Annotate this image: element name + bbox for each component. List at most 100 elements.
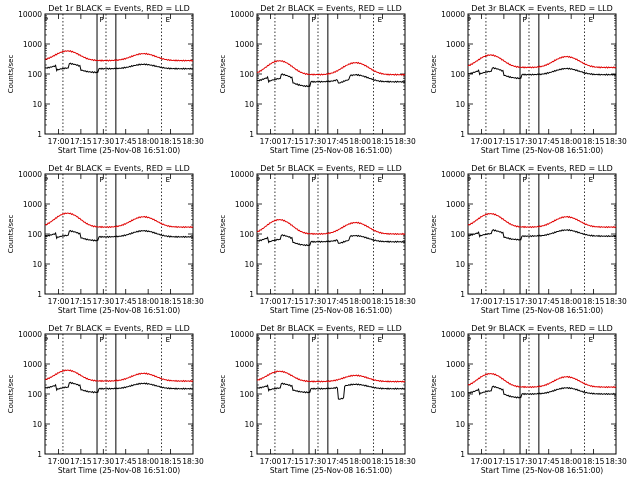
x-tick-label: 18:30 [605,137,627,146]
x-tick-label: 17:15 [493,137,515,146]
events-series-line [44,229,194,242]
y-tick-label: 1000 [235,360,254,369]
x-tick-label: 17:30 [515,137,537,146]
y-tick-label: 10000 [441,170,465,179]
y-tick-label: 10000 [18,330,42,339]
x-tick-label: 17:30 [515,457,537,466]
x-tick-label: 17:00 [471,457,493,466]
detector-panel: Det 9r BLACK = Events, RED = LLD 1 10 100 10… [430,324,627,475]
detector-panel: Det 5r BLACK = Events, RED = LLD 1 10 100 10… [219,164,416,315]
x-tick-label: 18:00 [560,297,582,306]
y-tick-label: 100 [240,390,255,399]
x-tick-label: 17:00 [471,137,493,146]
y-axis-label: Counts/sec [219,375,227,414]
y-tick-label: 10000 [230,330,254,339]
x-axis-label: Start Time (25-Nov-08 16:51:00) [270,146,392,155]
events-series-line [44,381,194,394]
panel-title: Det 3r BLACK = Events, RED = LLD [471,4,613,13]
lld-series-line [256,59,406,76]
y-tick-label: 100 [28,390,43,399]
x-tick-label: 17:15 [70,137,92,146]
flag-marker: P [522,16,526,24]
x-tick-label: 18:15 [372,457,394,466]
x-tick-label: 18:30 [182,137,204,146]
y-tick-label: 100 [451,390,466,399]
lld-series-line [44,212,194,229]
plot-frame [256,173,406,295]
x-tick-label: 17:45 [115,297,137,306]
x-axis-label: Start Time (25-Nov-08 16:51:00) [481,466,603,475]
y-tick-label: 10 [244,420,254,429]
x-tick-label: 18:30 [182,297,204,306]
x-axis-label: Start Time (25-Nov-08 16:51:00) [58,146,180,155]
flag-marker: P [256,336,260,344]
x-tick-label: 18:15 [160,137,182,146]
x-tick-label: 17:45 [327,297,349,306]
lld-series-line [256,218,406,236]
detector-panel: Det 8r BLACK = Events, RED = LLD 1 10 100 10… [219,324,416,475]
y-tick-label: 1 [460,130,465,139]
x-tick-label: 17:00 [48,137,70,146]
events-series-line [44,62,194,74]
detector-panel: Det 7r BLACK = Events, RED = LLD 1 10 100 10… [7,324,204,475]
y-axis-label: Counts/sec [7,215,15,254]
panel-title: Det 4r BLACK = Events, RED = LLD [48,164,190,173]
y-tick-label: 100 [240,70,255,79]
x-tick-label: 18:00 [137,457,159,466]
y-tick-label: 1000 [235,200,254,209]
x-tick-label: 18:15 [583,297,605,306]
x-tick-label: 17:15 [282,137,304,146]
flag-marker: E [378,176,382,184]
y-tick-label: 1000 [23,200,42,209]
flag-marker: P [256,16,260,24]
y-tick-label: 10000 [441,330,465,339]
y-tick-label: 100 [28,70,43,79]
panel-title: Det 1r BLACK = Events, RED = LLD [48,4,190,13]
x-tick-label: 17:15 [70,297,92,306]
x-tick-label: 18:15 [160,297,182,306]
y-tick-label: 1 [249,130,254,139]
x-tick-label: 17:15 [493,297,515,306]
y-tick-label: 100 [28,230,43,239]
x-tick-label: 17:45 [327,137,349,146]
x-tick-label: 17:30 [92,137,114,146]
flag-marker: P [467,16,471,24]
x-tick-label: 18:15 [583,137,605,146]
x-tick-label: 18:00 [349,137,371,146]
panel-title: Det 8r BLACK = Events, RED = LLD [260,324,402,333]
x-tick-label: 18:00 [349,457,371,466]
y-tick-label: 1000 [446,200,465,209]
x-axis-label: Start Time (25-Nov-08 16:51:00) [58,466,180,475]
x-tick-label: 18:15 [583,457,605,466]
y-tick-label: 1000 [446,360,465,369]
x-tick-label: 17:30 [515,297,537,306]
y-tick-label: 100 [451,70,466,79]
x-tick-label: 18:15 [372,137,394,146]
events-series-line [467,66,617,80]
flag-marker: P [522,336,526,344]
x-tick-label: 17:15 [493,457,515,466]
flag-marker: E [589,176,593,184]
y-tick-label: 1000 [446,40,465,49]
y-tick-label: 10000 [441,10,465,19]
flag-marker: P [99,336,103,344]
x-tick-label: 18:30 [394,457,416,466]
x-axis-label: Start Time (25-Nov-08 16:51:00) [481,306,603,315]
lld-series-line [44,369,194,383]
y-tick-label: 10 [244,100,254,109]
x-tick-label: 17:15 [70,457,92,466]
y-tick-label: 10000 [18,10,42,19]
x-tick-label: 18:30 [394,297,416,306]
y-axis-label: Counts/sec [430,215,438,254]
x-tick-label: 18:30 [605,457,627,466]
y-tick-label: 1000 [23,40,42,49]
x-tick-label: 17:15 [282,297,304,306]
panel-title: Det 2r BLACK = Events, RED = LLD [260,4,402,13]
panel-title: Det 6r BLACK = Events, RED = LLD [471,164,613,173]
y-tick-label: 1 [249,290,254,299]
panel-title: Det 9r BLACK = Events, RED = LLD [471,324,613,333]
y-tick-label: 100 [451,230,466,239]
flag-marker: E [589,16,593,24]
x-axis-label: Start Time (25-Nov-08 16:51:00) [270,466,392,475]
y-axis-label: Counts/sec [219,215,227,254]
